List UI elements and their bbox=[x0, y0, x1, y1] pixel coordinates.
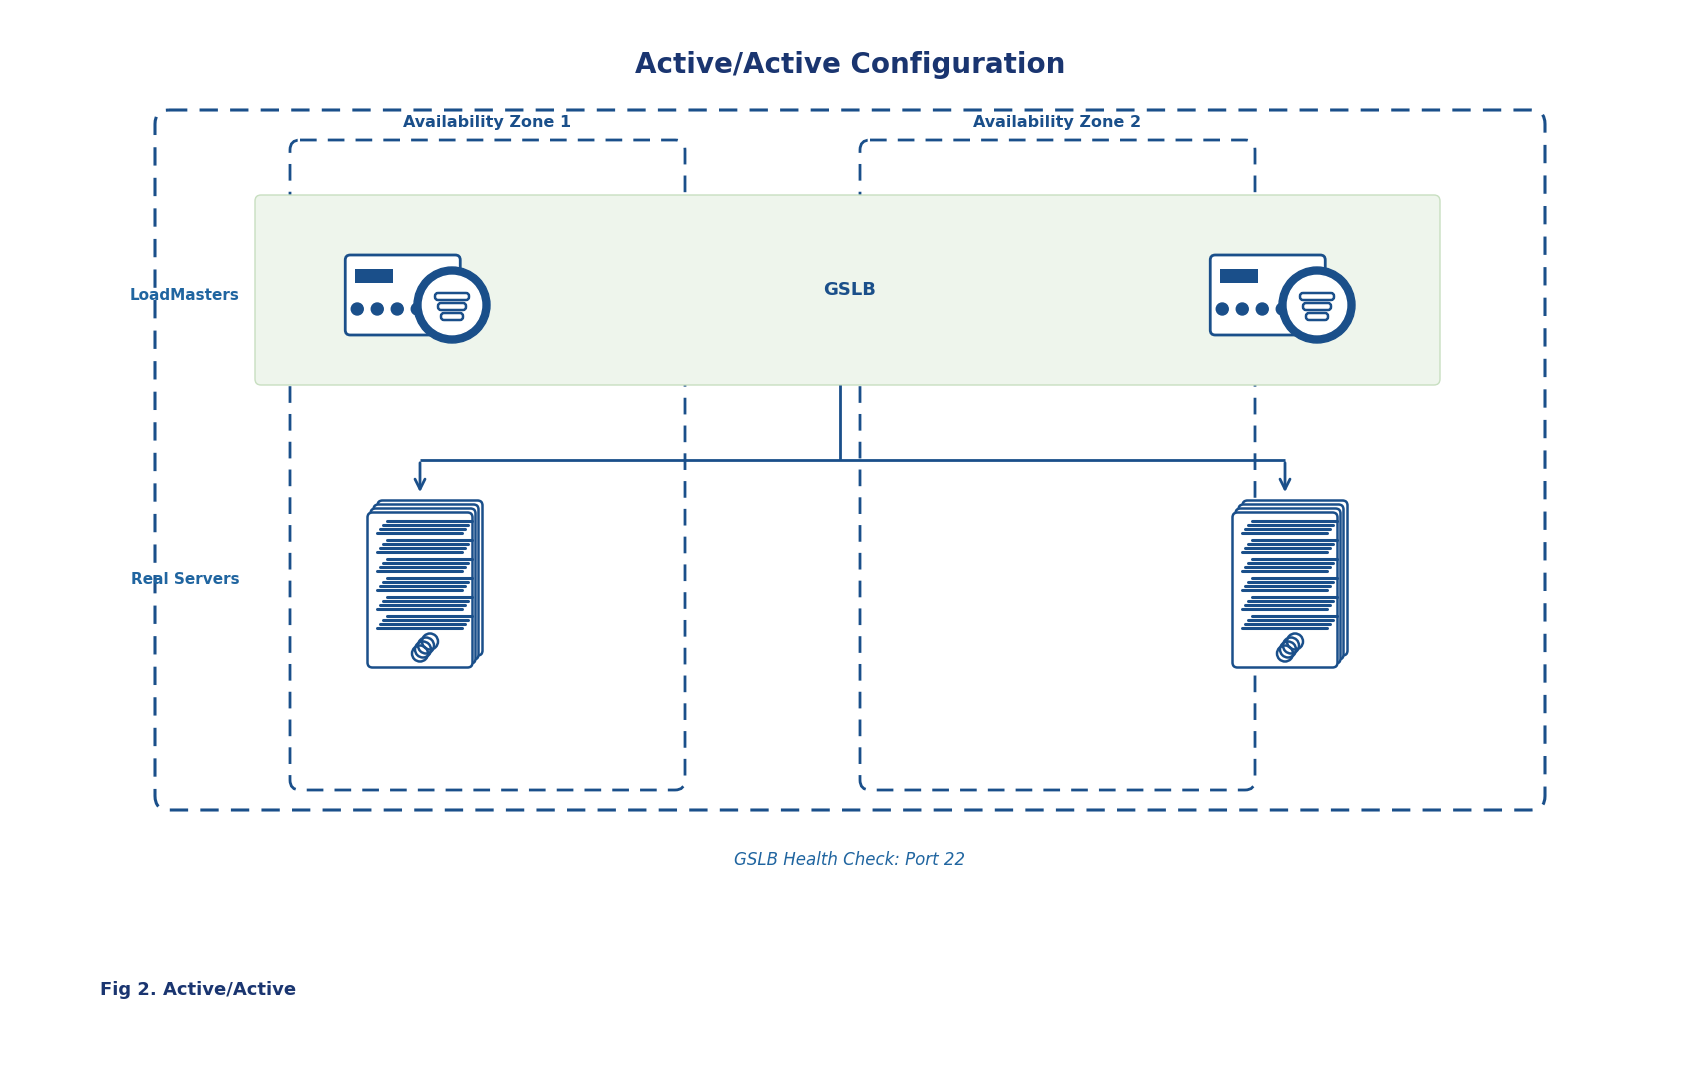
Circle shape bbox=[422, 275, 481, 335]
FancyBboxPatch shape bbox=[1236, 509, 1341, 664]
Circle shape bbox=[1287, 275, 1346, 335]
Circle shape bbox=[1277, 303, 1289, 315]
Text: Real Servers: Real Servers bbox=[131, 572, 240, 587]
Circle shape bbox=[352, 303, 364, 315]
FancyBboxPatch shape bbox=[367, 512, 473, 667]
Circle shape bbox=[1236, 303, 1248, 315]
Text: GSLB Health Check: Port 22: GSLB Health Check: Port 22 bbox=[734, 851, 966, 869]
FancyBboxPatch shape bbox=[371, 509, 476, 664]
Circle shape bbox=[1278, 267, 1355, 343]
FancyBboxPatch shape bbox=[374, 505, 478, 660]
Text: Availability Zone 1: Availability Zone 1 bbox=[403, 115, 571, 130]
Circle shape bbox=[1256, 303, 1268, 315]
FancyBboxPatch shape bbox=[1210, 255, 1326, 335]
Circle shape bbox=[391, 303, 403, 315]
Bar bbox=[1221, 269, 1258, 283]
FancyBboxPatch shape bbox=[345, 255, 461, 335]
Text: Fig 2. Active/Active: Fig 2. Active/Active bbox=[100, 981, 296, 999]
Circle shape bbox=[411, 303, 423, 315]
Text: LoadMasters: LoadMasters bbox=[131, 287, 240, 302]
FancyBboxPatch shape bbox=[255, 195, 1440, 385]
FancyBboxPatch shape bbox=[1232, 512, 1338, 667]
Circle shape bbox=[1216, 303, 1227, 315]
Bar bbox=[355, 269, 393, 283]
Circle shape bbox=[371, 303, 383, 315]
FancyBboxPatch shape bbox=[1239, 505, 1343, 660]
FancyBboxPatch shape bbox=[377, 500, 483, 655]
Text: Active/Active Configuration: Active/Active Configuration bbox=[634, 51, 1066, 79]
Text: GSLB: GSLB bbox=[823, 281, 877, 299]
FancyBboxPatch shape bbox=[1243, 500, 1348, 655]
Text: Availability Zone 2: Availability Zone 2 bbox=[974, 115, 1142, 130]
Circle shape bbox=[415, 267, 490, 343]
